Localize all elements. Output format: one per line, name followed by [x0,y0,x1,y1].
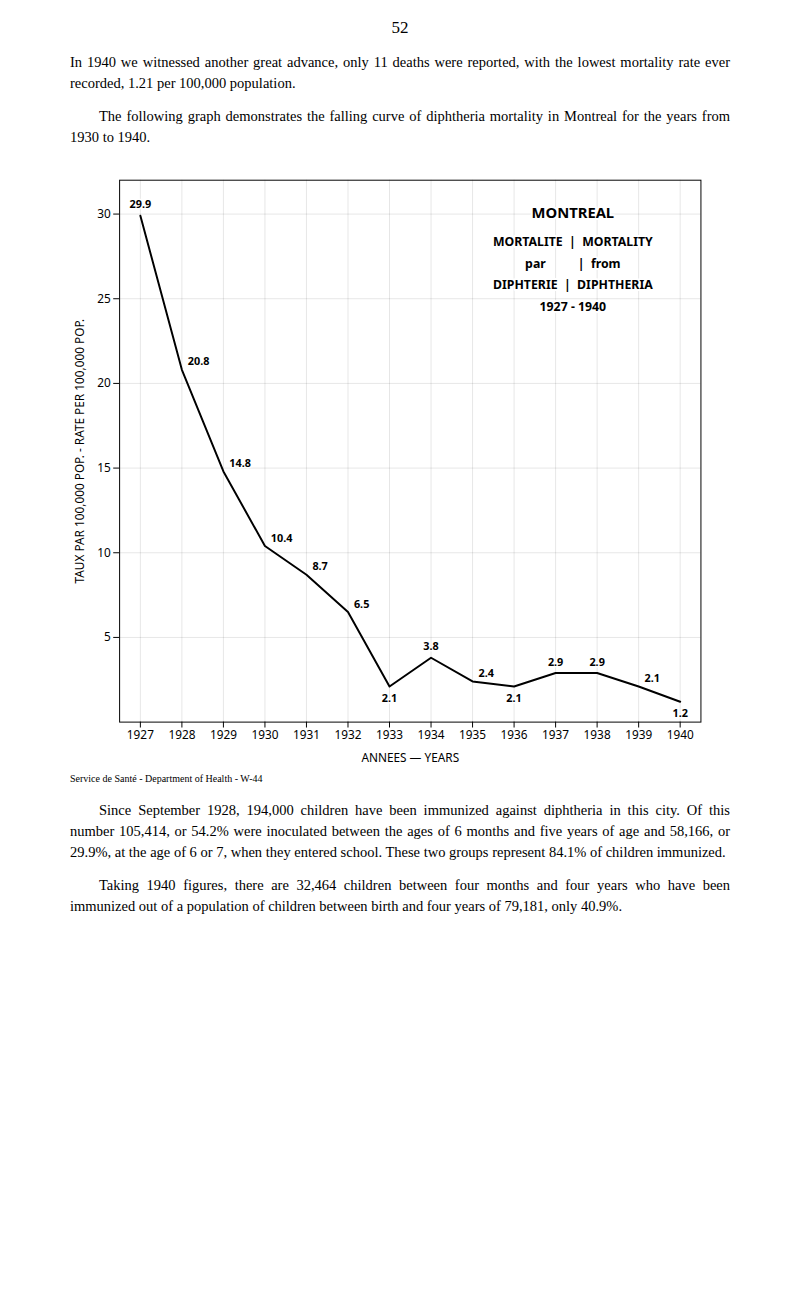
svg-text:2.1: 2.1 [506,690,521,705]
svg-text:1940: 1940 [667,726,694,742]
svg-text:25: 25 [97,290,111,306]
html-text:In 1940 we witnessed another g: In 1940 we witnessed another great advan… [70,54,730,91]
svg-text:1934: 1934 [418,726,445,742]
svg-text:1931: 1931 [293,726,320,742]
svg-text:10: 10 [97,544,111,560]
svg-text:2.4: 2.4 [478,665,494,680]
html-text:Service de Santé - Department: Service de Santé - Department of Health … [70,772,263,784]
svg-text:1939: 1939 [625,726,652,742]
svg-text:1933: 1933 [376,726,403,742]
html-text:The following graph demonstrat: The following graph demonstrates the fal… [70,108,730,145]
svg-text:3.8: 3.8 [423,638,438,653]
svg-text:DIPHTERIE | DIPHTHERIA: DIPHTERIE | DIPHTHERIA [493,277,653,294]
svg-text:14.8: 14.8 [229,455,251,470]
svg-text:30: 30 [97,205,111,221]
svg-text:2.9: 2.9 [548,654,563,669]
svg-text:TAUX PAR 100,000 POP. - RATE P: TAUX PAR 100,000 POP. - RATE PER 100,000… [71,319,87,584]
svg-text:29.9: 29.9 [130,196,152,211]
html-text:Taking 1940 figures, there are: Taking 1940 figures, there are 32,464 ch… [70,877,730,914]
svg-text:6.5: 6.5 [354,596,369,611]
svg-text:MORTALITE | MORTALITY: MORTALITE | MORTALITY [493,233,653,250]
svg-text:10.4: 10.4 [271,530,293,545]
svg-text:8.7: 8.7 [312,558,327,573]
html-text:Since September 1928, 194,000: Since September 1928, 194,000 children h… [70,801,730,860]
html-text:52: 52 [391,18,409,37]
svg-text:MONTREAL: MONTREAL [532,202,615,222]
svg-text:par | from: par | from [525,255,620,272]
svg-text:1936: 1936 [501,726,528,742]
svg-text:1938: 1938 [584,726,611,742]
svg-text:1927 - 1940: 1927 - 1940 [540,298,607,315]
svg-text:20.8: 20.8 [188,354,210,369]
svg-text:2.9: 2.9 [589,654,604,669]
svg-text:20: 20 [97,374,111,390]
svg-text:1930: 1930 [251,726,278,742]
svg-text:1935: 1935 [459,726,486,742]
svg-text:1937: 1937 [542,726,569,742]
svg-text:1929: 1929 [210,726,237,742]
svg-text:2.1: 2.1 [382,690,397,705]
svg-text:15: 15 [97,459,111,475]
svg-text:1.2: 1.2 [672,705,687,720]
svg-text:ANNEES — YEARS: ANNEES — YEARS [361,749,459,765]
svg-text:1928: 1928 [168,726,195,742]
svg-text:5: 5 [104,628,111,644]
svg-text:1932: 1932 [334,726,361,742]
svg-text:1927: 1927 [127,726,154,742]
svg-text:2.1: 2.1 [645,670,660,685]
